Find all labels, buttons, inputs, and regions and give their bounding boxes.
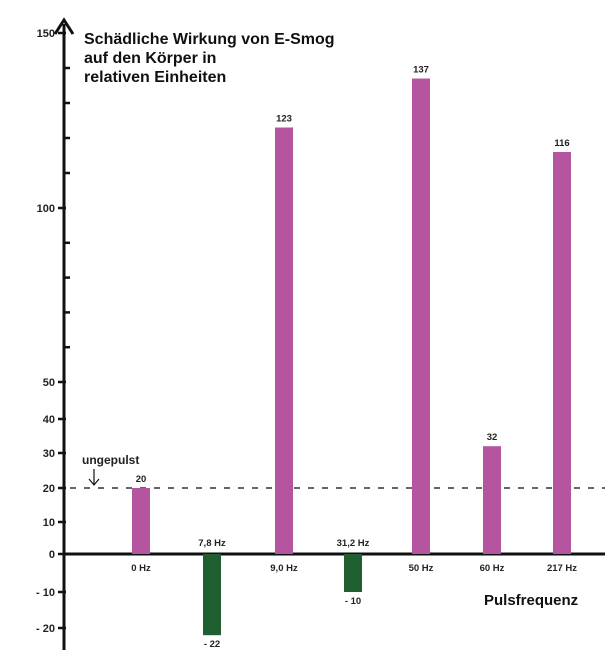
bar — [132, 488, 150, 554]
category-label: 217 Hz — [547, 563, 577, 574]
bar — [275, 127, 293, 554]
reference-arrow-head — [88, 478, 100, 486]
chart-title-line-2: auf den Körper in — [84, 50, 217, 67]
y-tick-label: 150 — [37, 28, 55, 40]
y-tick-label: - 20 — [36, 623, 55, 635]
y-tick-label: 50 — [43, 377, 55, 389]
y-tick-label: 100 — [37, 203, 55, 215]
reference-line-group: ungepulst — [70, 453, 605, 489]
y-tick-label: 30 — [43, 448, 55, 460]
bar-value-label: - 22 — [204, 639, 220, 650]
reference-line-label: ungepulst — [82, 453, 139, 467]
bar-value-label: 137 — [413, 65, 429, 76]
category-label: 31,2 Hz — [337, 538, 370, 549]
y-tick-label: 10 — [43, 517, 55, 529]
labels: 20 0 Hz - 22 7,8 Hz 123 9,0 Hz - 10 31,2 Hz 137 5… — [131, 65, 577, 651]
chart-title-line-1: Schädliche Wirkung von E-Smog — [84, 31, 335, 48]
y-axis-arrow — [53, 17, 75, 35]
bar — [344, 554, 362, 592]
category-label: 7,8 Hz — [198, 538, 226, 549]
category-label: 0 Hz — [131, 563, 151, 574]
bars — [132, 78, 571, 636]
bar-value-label: 116 — [554, 138, 569, 149]
bar — [483, 446, 501, 554]
y-tick-label: 20 — [43, 483, 55, 495]
y-tick-label: 0 — [49, 549, 55, 561]
y-tick-label: 40 — [43, 414, 55, 426]
y-tick-label: - 10 — [36, 587, 55, 599]
bar — [553, 152, 571, 554]
chart-title: Schädliche Wirkung von E-Smog auf den Kö… — [84, 30, 384, 87]
bar-value-label: 20 — [136, 474, 147, 485]
x-axis-label: Pulsfrequenz — [484, 592, 579, 609]
category-label: 60 Hz — [480, 563, 505, 574]
bar-value-label: - 10 — [345, 596, 361, 607]
category-label: 50 Hz — [409, 563, 434, 574]
bar — [412, 78, 430, 554]
bar-value-label: 123 — [276, 114, 292, 125]
chart-title-line-3: relativen Einheiten — [84, 69, 227, 86]
bar — [203, 554, 221, 636]
category-label: 9,0 Hz — [270, 563, 298, 574]
bar-value-label: 32 — [487, 432, 498, 443]
